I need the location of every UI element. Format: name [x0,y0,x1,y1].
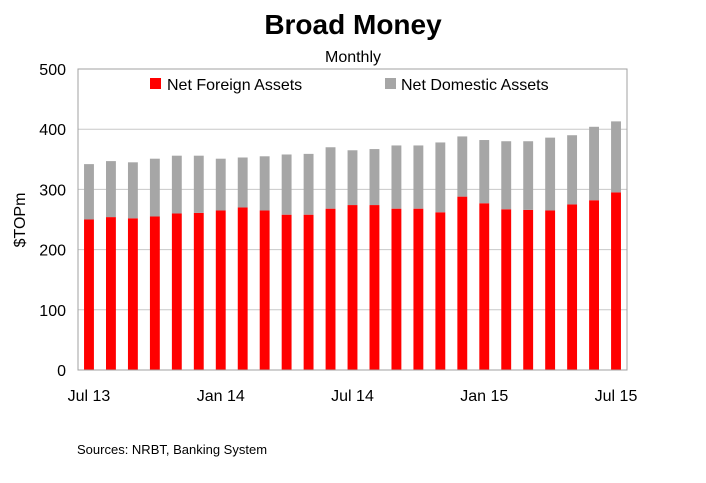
bar-net-foreign-assets [325,208,336,370]
bar-net-domestic-assets [325,147,336,209]
bar-net-foreign-assets [303,214,314,370]
bar-net-domestic-assets [589,126,600,201]
bar-net-foreign-assets [545,210,556,370]
y-tick-label: 300 [39,182,66,199]
bar-net-foreign-assets [501,209,512,370]
bar-net-foreign-assets [523,209,534,370]
bar-net-domestic-assets [347,150,358,206]
bar-net-foreign-assets [237,207,248,370]
bar-net-foreign-assets [567,204,578,370]
bar-net-foreign-assets [281,214,292,370]
bar-net-foreign-assets [84,219,94,370]
bar-net-foreign-assets [435,212,446,370]
legend-swatch [385,78,396,89]
bar-net-foreign-assets [391,208,402,370]
y-tick-label: 0 [57,363,66,380]
bar-net-domestic-assets [435,142,446,213]
bar-net-foreign-assets [413,208,424,370]
bar-net-domestic-assets [303,153,314,215]
legend: Net Foreign Assets Net Domestic Assets [150,77,549,94]
x-tick-label: Jul 14 [331,388,374,405]
bar-net-foreign-assets [171,213,182,370]
x-tick-label: Jul 15 [595,388,638,405]
legend-label: Net Foreign Assets [167,77,302,94]
bar-net-foreign-assets [457,196,468,370]
bar-net-domestic-assets [237,157,248,208]
x-tick-label: Jan 14 [197,388,245,405]
bar-net-domestic-assets [171,155,182,214]
bar-net-domestic-assets [281,154,292,215]
bar-net-domestic-assets [523,141,534,210]
x-tick-label: Jan 15 [460,388,508,405]
bar-net-domestic-assets [501,141,512,210]
bar-net-foreign-assets [149,216,160,370]
bar-net-domestic-assets [149,158,160,217]
bar-net-foreign-assets [589,200,600,370]
y-tick-label: 500 [39,62,66,79]
y-axis-label: $TOPm [12,193,29,248]
bars [84,121,621,370]
bar-net-domestic-assets [84,164,94,220]
bar-net-foreign-assets [127,218,138,370]
bar-net-domestic-assets [413,145,424,209]
bar-net-domestic-assets [479,140,490,204]
bar-net-domestic-assets [127,162,138,219]
bar-net-domestic-assets [105,161,116,218]
bar-net-foreign-assets [215,210,226,370]
chart-subtitle: Monthly [325,49,381,66]
x-tick-label: Jul 13 [68,388,111,405]
bar-net-foreign-assets [259,210,270,370]
bar-net-foreign-assets [347,205,358,370]
bar-net-domestic-assets [391,145,402,209]
bar-net-domestic-assets [193,155,204,213]
plot-frame [77,68,628,371]
chart-title: Broad Money [264,9,442,40]
bar-net-foreign-assets [105,217,116,370]
legend-label: Net Domestic Assets [401,77,549,94]
bar-net-domestic-assets [457,136,468,197]
bar-net-domestic-assets [215,158,226,211]
bar-net-foreign-assets [611,192,621,370]
source-note: Sources: NRBT, Banking System [77,442,268,457]
y-tick-label: 100 [39,303,66,320]
bar-net-foreign-assets [193,212,204,370]
y-tick-label: 400 [39,122,66,139]
y-tick-label: 200 [39,243,66,260]
bar-net-domestic-assets [545,137,556,211]
bar-net-foreign-assets [479,203,490,370]
legend-swatch [150,78,161,89]
bar-net-domestic-assets [259,156,270,211]
bar-net-foreign-assets [369,205,380,370]
bar-net-domestic-assets [369,149,380,206]
bar-net-domestic-assets [611,121,621,193]
bar-net-domestic-assets [567,135,578,205]
axes: 0 100 200 300 400 500 Jul 13 Jan 14 Jul 14 Jan 15… [39,62,637,405]
